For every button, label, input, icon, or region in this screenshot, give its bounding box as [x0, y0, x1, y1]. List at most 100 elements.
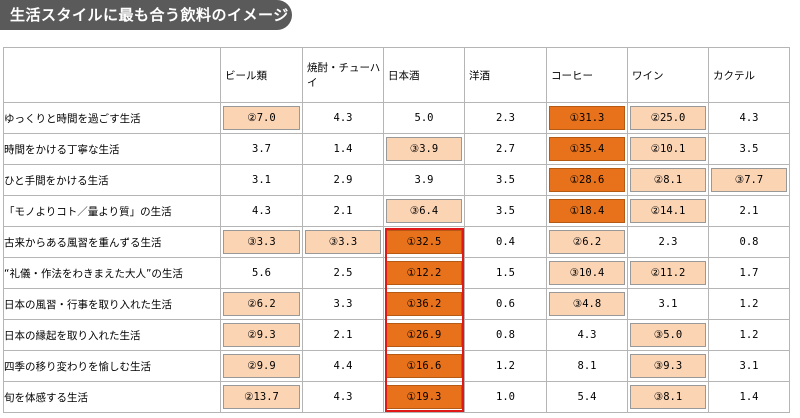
data-cell: ①35.4: [546, 133, 628, 165]
cell-value: 0.8: [739, 236, 759, 248]
rank-highlight: [630, 385, 706, 409]
cell-value: 1.4: [739, 391, 759, 403]
rank-highlight: [386, 292, 462, 316]
rank-highlight: [549, 106, 625, 130]
cell-value: ②13.7: [244, 391, 279, 403]
data-cell: ②10.1: [627, 133, 709, 165]
data-cell: ③3.9: [383, 133, 465, 165]
data-cell: ①36.2: [383, 288, 465, 320]
cell-value: 0.6: [496, 298, 515, 310]
rank-highlight: [386, 137, 462, 161]
cell-value: 2.1: [739, 205, 759, 217]
data-cell: ①32.5: [383, 226, 465, 258]
cell-value: ②11.2: [650, 267, 686, 279]
cell-value: ①26.9: [406, 329, 442, 341]
cell-value: 5.0: [414, 112, 434, 124]
row-label: ゆっくりと時間を過ごす生活: [3, 102, 221, 134]
cell-value: 2.5: [333, 267, 353, 279]
data-cell: ②7.0: [220, 102, 303, 134]
rank-highlight: [549, 137, 625, 161]
table-row: 四季の移り変わりを愉しむ生活 ②9.9 4.4 ①16.6 1.2 8.1 ③9.3 3.1: [3, 350, 790, 382]
column-header: 日本酒: [383, 47, 465, 103]
cell-value: ②9.3: [247, 329, 276, 341]
column-header: カクテル: [708, 47, 790, 103]
data-cell: 4.4: [302, 350, 384, 382]
cell-value: ②6.2: [247, 298, 276, 310]
cell-value: 1.2: [496, 360, 515, 372]
cell-value: 3.5: [496, 205, 515, 217]
cell-value: 2.3: [658, 236, 678, 248]
cell-value: 4.3: [739, 112, 759, 124]
rank-highlight: [630, 106, 706, 130]
table-row: 日本の縁起を取り入れた生活 ②9.3 2.1 ①26.9 0.8 4.3 ③5.0 1.2: [3, 319, 790, 351]
cell-value: ②10.1: [650, 143, 686, 155]
data-cell: 4.3: [708, 102, 790, 134]
data-cell: ③6.4: [383, 195, 465, 227]
table-row: 日本の風習・行事を取り入れた生活 ②6.2 3.3 ①36.2 0.6 ③4.8 3.1 1.…: [3, 288, 790, 320]
table-row: “礼儀・作法をわきまえた大人”の生活 5.6 2.5 ①12.2 1.5 ③10.4 ②11…: [3, 257, 790, 289]
data-cell: ②6.2: [220, 288, 303, 320]
data-cell: 4.3: [302, 102, 384, 134]
data-cell: ③10.4: [546, 257, 628, 289]
cell-value: ①12.2: [406, 267, 442, 279]
rank-highlight: [386, 199, 462, 223]
cell-value: ①19.3: [406, 391, 442, 403]
cell-value: ②7.0: [247, 112, 276, 124]
cell-value: ①28.6: [569, 174, 605, 186]
cell-value: 4.3: [252, 205, 271, 217]
column-header: コーヒー: [546, 47, 628, 103]
cell-value: 3.1: [739, 360, 759, 372]
rank-highlight: [223, 385, 300, 409]
data-cell: ③3.3: [302, 226, 384, 258]
header-row: ビール類 焼酎・チューハイ 日本酒 洋酒 コーヒー ワイン カクテル: [3, 47, 790, 103]
column-header: ワイン: [627, 47, 709, 103]
cell-value: ②25.0: [650, 112, 686, 124]
data-cell: ②11.2: [627, 257, 709, 289]
chart-title: 生活スタイルに最も合う飲料のイメージ: [0, 0, 292, 30]
table-row: 「モノよりコト／量より質」の生活 4.3 2.1 ③6.4 3.5 ①18.4 ②14.1 2…: [3, 195, 790, 227]
cell-value: ①32.5: [406, 236, 442, 248]
data-cell: 4.3: [546, 319, 628, 351]
data-cell: 3.1: [220, 164, 303, 196]
cell-value: 3.9: [414, 174, 434, 186]
rank-highlight: [549, 292, 625, 316]
row-label: 旬を体感する生活: [3, 381, 221, 413]
data-cell: ③7.7: [708, 164, 790, 196]
rank-highlight: [630, 199, 706, 223]
data-cell: 0.6: [464, 288, 547, 320]
rank-highlight: [386, 261, 462, 285]
rank-highlight: [223, 106, 300, 130]
cell-value: 1.5: [496, 267, 515, 279]
cell-value: ①16.6: [406, 360, 442, 372]
cell-value: ①35.4: [569, 143, 605, 155]
data-cell: ①16.6: [383, 350, 465, 382]
rank-highlight: [711, 168, 787, 192]
cell-value: 4.4: [333, 360, 353, 372]
rank-highlight: [630, 354, 706, 378]
data-cell: ②14.1: [627, 195, 709, 227]
data-cell: 1.7: [708, 257, 790, 289]
corner-cell: [3, 47, 221, 103]
data-cell: 5.0: [383, 102, 465, 134]
data-cell: 2.1: [708, 195, 790, 227]
cell-value: 3.1: [252, 174, 271, 186]
cell-value: 3.5: [739, 143, 759, 155]
data-cell: 3.1: [708, 350, 790, 382]
table-row: 時間をかける丁寧な生活 3.7 1.4 ③3.9 2.7 ①35.4 ②10.1 3.5: [3, 133, 790, 165]
data-cell: ③9.3: [627, 350, 709, 382]
cell-value: ③9.3: [653, 360, 683, 372]
data-cell: 3.1: [627, 288, 709, 320]
cell-value: 8.1: [577, 360, 597, 372]
cell-value: 1.7: [739, 267, 759, 279]
data-cell: 3.3: [302, 288, 384, 320]
rank-highlight: [223, 354, 300, 378]
data-cell: ①18.4: [546, 195, 628, 227]
data-cell: ③5.0: [627, 319, 709, 351]
data-cell: 2.1: [302, 195, 384, 227]
data-cell: 2.7: [464, 133, 547, 165]
data-cell: 3.9: [383, 164, 465, 196]
data-cell: 2.3: [464, 102, 547, 134]
cell-value: ②9.9: [247, 360, 276, 372]
data-cell: 0.8: [708, 226, 790, 258]
cell-value: 1.4: [333, 143, 353, 155]
